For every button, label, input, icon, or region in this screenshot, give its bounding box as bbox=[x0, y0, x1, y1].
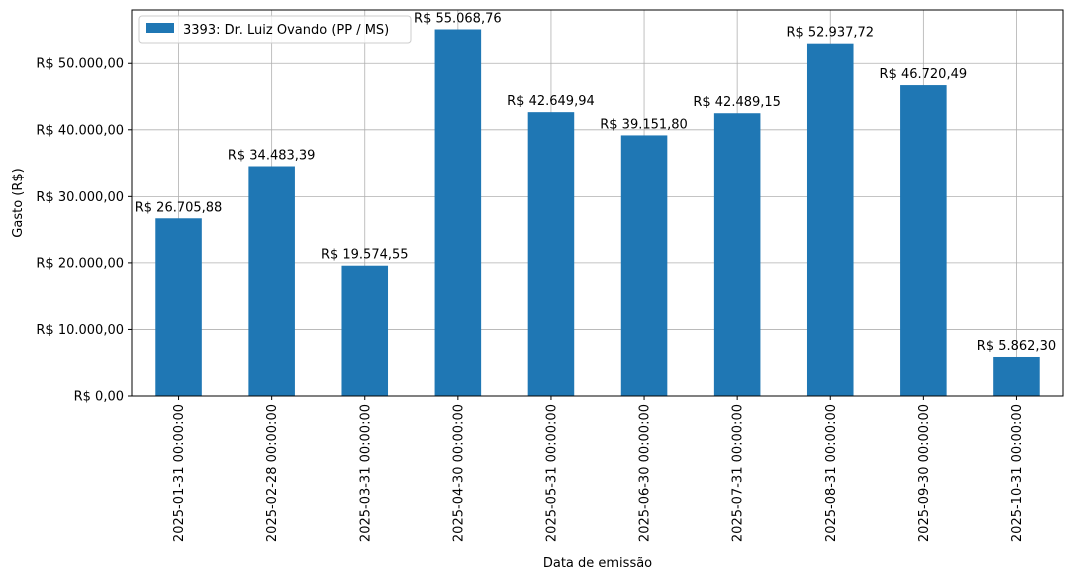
y-axis-label: Gasto (R$) bbox=[11, 168, 26, 237]
x-tick-label: 2025-02-28 00:00:00 bbox=[265, 404, 280, 542]
bar-value-label: R$ 26.705,88 bbox=[135, 200, 223, 215]
bar-value-label: R$ 46.720,49 bbox=[880, 67, 968, 82]
bar-value-label: R$ 34.483,39 bbox=[228, 149, 316, 164]
x-tick-label: 2025-09-30 00:00:00 bbox=[917, 404, 932, 542]
legend-swatch bbox=[146, 23, 174, 33]
y-tick-label: R$ 50.000,00 bbox=[36, 57, 124, 72]
x-tick-label: 2025-01-31 00:00:00 bbox=[172, 404, 187, 542]
y-tick-label: R$ 10.000,00 bbox=[36, 323, 124, 338]
bar bbox=[900, 85, 947, 397]
bar bbox=[248, 166, 295, 396]
bar-labels-group: R$ 26.705,88 R$ 34.483,39 R$ 19.574,55 R$ 5… bbox=[135, 12, 1056, 354]
plot-frame bbox=[131, 9, 1064, 397]
y-tick-label: R$ 0,00 bbox=[74, 390, 124, 405]
y-tick-label: R$ 40.000,00 bbox=[36, 123, 124, 138]
bar bbox=[155, 218, 202, 396]
bar-value-label: R$ 55.068,76 bbox=[414, 12, 502, 27]
x-axis: 2025-01-31 00:00:00 2025-02-28 00:00:00 20… bbox=[172, 396, 1025, 542]
bar-value-label: R$ 52.937,72 bbox=[786, 26, 874, 41]
bar-value-label: R$ 39.151,80 bbox=[600, 117, 688, 132]
legend-label: 3393: Dr. Luiz Ovando (PP / MS) bbox=[183, 23, 389, 38]
bar bbox=[434, 29, 482, 397]
y-axis: R$ 0,00 R$ 10.000,00 R$ 20.000,00 R$ 30.000… bbox=[36, 57, 132, 405]
x-tick-label: 2025-10-31 00:00:00 bbox=[1010, 404, 1025, 542]
x-tick-label: 2025-08-31 00:00:00 bbox=[824, 404, 839, 542]
x-tick-label: 2025-07-31 00:00:00 bbox=[731, 404, 746, 542]
bar bbox=[527, 112, 575, 397]
x-tick-label: 2025-05-31 00:00:00 bbox=[544, 404, 559, 542]
y-tick-label: R$ 20.000,00 bbox=[36, 256, 124, 271]
bar-value-label: R$ 19.574,55 bbox=[321, 248, 409, 263]
y-tick-label: R$ 30.000,00 bbox=[36, 190, 124, 205]
bar bbox=[713, 113, 761, 396]
x-axis-label: Data de emissão bbox=[543, 556, 652, 571]
bar-value-label: R$ 42.489,15 bbox=[693, 95, 781, 110]
x-tick-label: 2025-06-30 00:00:00 bbox=[638, 404, 653, 542]
bar-value-label: R$ 5.862,30 bbox=[977, 339, 1056, 354]
legend: 3393: Dr. Luiz Ovando (PP / MS) bbox=[138, 15, 412, 44]
x-tick-label: 2025-04-30 00:00:00 bbox=[451, 404, 466, 542]
x-tick-label: 2025-03-31 00:00:00 bbox=[358, 404, 373, 542]
legend-box bbox=[138, 15, 412, 44]
bars-group bbox=[155, 29, 1040, 397]
bar-value-label: R$ 42.649,94 bbox=[507, 94, 595, 109]
bar bbox=[993, 356, 1040, 396]
bar bbox=[341, 265, 389, 396]
bar bbox=[806, 43, 854, 397]
bar bbox=[620, 135, 668, 396]
